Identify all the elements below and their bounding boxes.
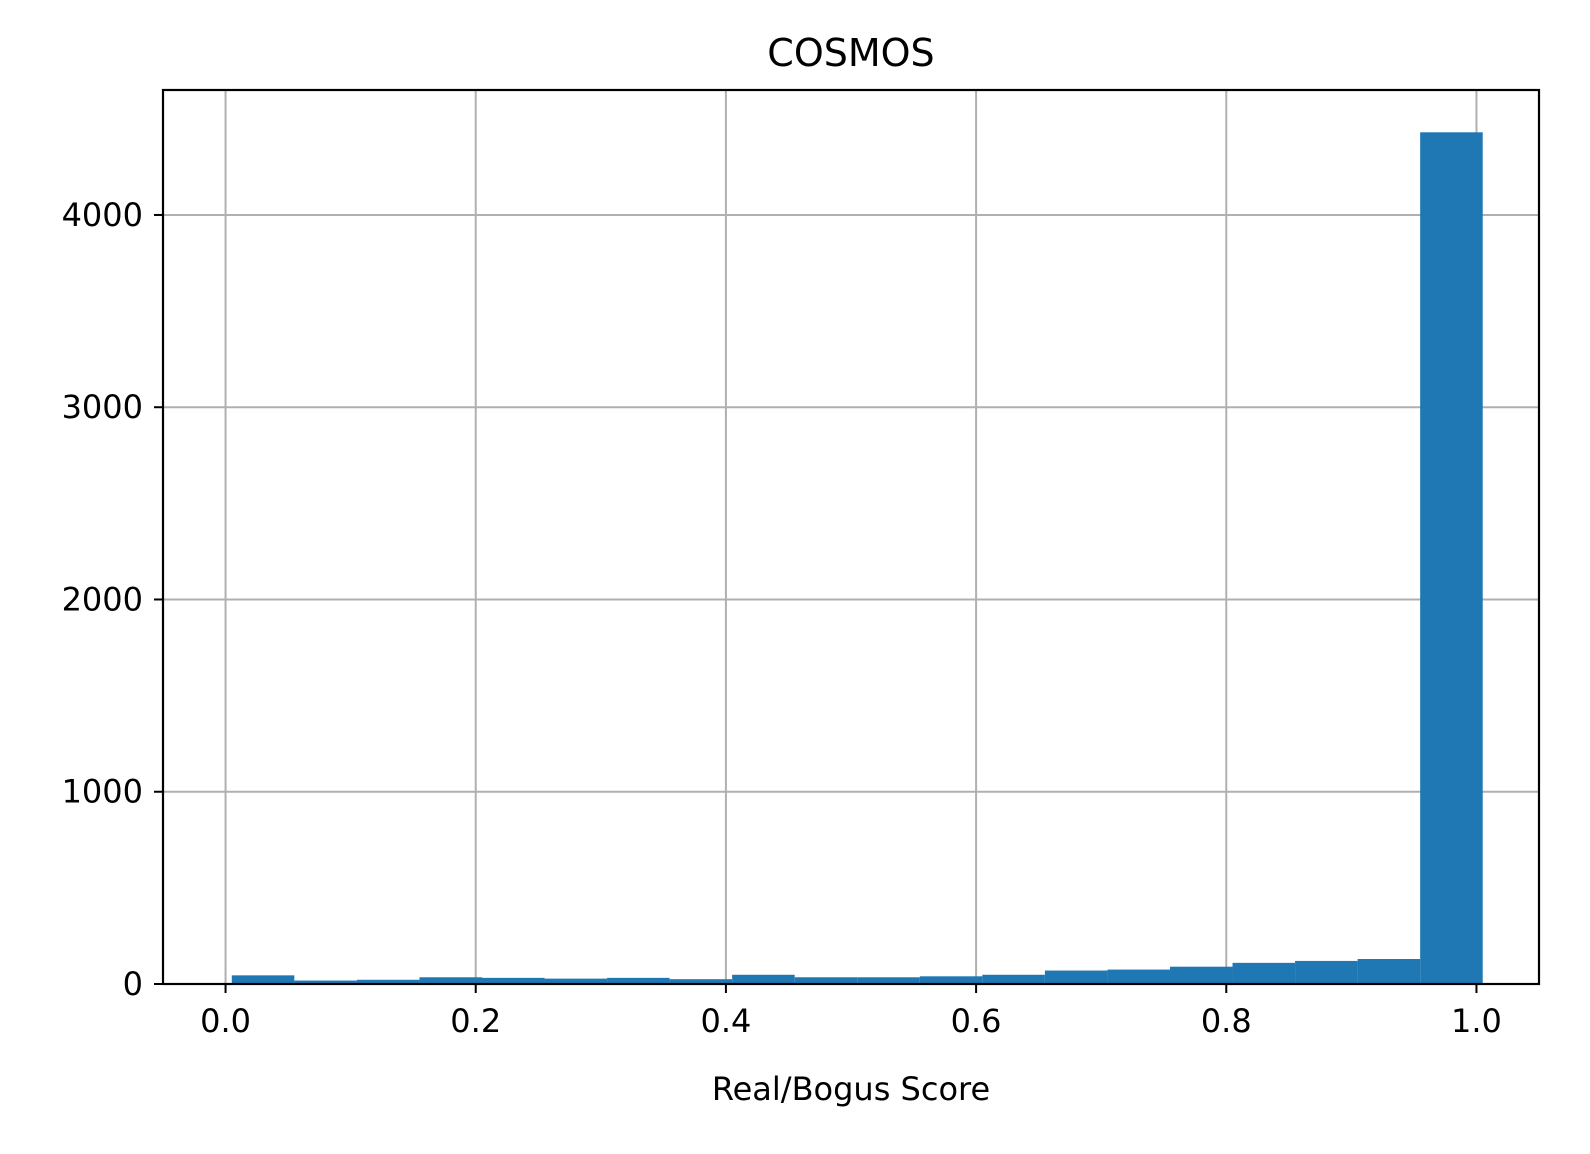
histogram-bar-18 [1357, 959, 1421, 984]
histogram-bar-12 [982, 974, 1045, 984]
x-tick-label-2: 0.4 [700, 1002, 751, 1040]
x-axis-ticks: 0.0 0.2 0.4 0.6 0.8 1.0 [200, 984, 1502, 1040]
histogram-bar-4 [481, 977, 545, 984]
y-tick-label-0: 0 [123, 965, 143, 1003]
y-tick-label-4: 4000 [62, 196, 143, 234]
histogram-bar-17 [1295, 960, 1358, 984]
chart-title: COSMOS [767, 31, 934, 75]
x-tick-label-1: 0.2 [450, 1002, 501, 1040]
histogram-bar-1 [294, 980, 357, 984]
histogram-bar-16 [1232, 962, 1296, 984]
histogram-bar-10 [857, 977, 920, 984]
y-tick-label-2: 2000 [62, 580, 143, 618]
histogram-bar-5 [544, 978, 608, 984]
x-tick-label-4: 0.8 [1201, 1002, 1252, 1040]
x-axis-label: Real/Bogus Score [712, 1070, 990, 1108]
histogram-bar-13 [1044, 970, 1108, 984]
y-tick-label-1: 1000 [62, 773, 143, 811]
y-tick-label-3: 3000 [62, 388, 143, 426]
histogram-bar-8 [732, 974, 795, 984]
histogram-bar-14 [1107, 969, 1170, 984]
x-tick-label-0: 0.0 [200, 1002, 251, 1040]
histogram-bars [231, 132, 1483, 985]
histogram-bar-6 [607, 977, 670, 984]
plot-frame [161, 88, 1541, 986]
x-tick-label-5: 1.0 [1451, 1002, 1502, 1040]
histogram-bar-2 [356, 979, 420, 984]
histogram-bar-15 [1169, 966, 1233, 984]
histogram-bar-0 [231, 975, 295, 984]
grid-lines [163, 90, 1539, 985]
histogram-bar-3 [419, 977, 482, 984]
histogram-bar-9 [794, 977, 858, 984]
y-axis-ticks: 0 1000 2000 3000 4000 [62, 196, 163, 1003]
histogram-bar-11 [919, 976, 983, 984]
x-tick-label-3: 0.6 [951, 1002, 1002, 1040]
histogram-bar-19 [1420, 132, 1483, 985]
histogram-bar-7 [669, 979, 733, 984]
